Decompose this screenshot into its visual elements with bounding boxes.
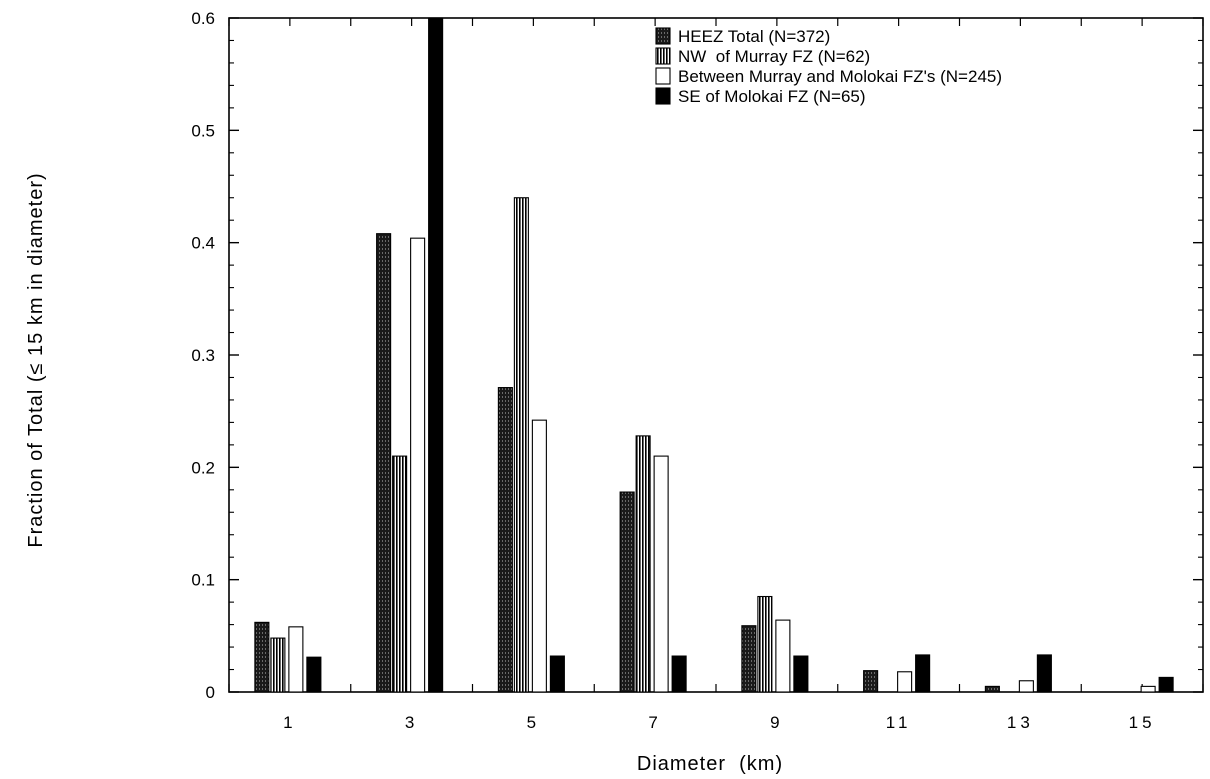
legend-label: NW of Murray FZ (N=62) — [678, 47, 870, 66]
bar — [775, 619, 791, 693]
bar — [741, 625, 757, 693]
y-axis-title: Fraction of Total (≤ 15 km in diameter) — [25, 172, 47, 547]
x-tick-label: 1 — [283, 713, 296, 732]
plot-frame — [228, 17, 1204, 693]
plot-border — [228, 17, 1204, 693]
bar — [619, 491, 635, 693]
x-tick-label: 5 — [527, 713, 540, 732]
bar — [671, 655, 687, 693]
bar — [531, 419, 547, 693]
x-axis: 1 3 5 7 9 11 13 15 — [228, 18, 1204, 732]
bar — [653, 455, 669, 693]
bar — [428, 17, 444, 693]
bar — [513, 197, 529, 693]
legend-swatch — [655, 47, 671, 65]
bar — [410, 237, 426, 693]
legend-label: HEEZ Total (N=372) — [678, 27, 830, 46]
bar — [288, 626, 304, 693]
bar — [497, 387, 513, 693]
y-tick-label: 0.1 — [191, 571, 215, 590]
bar — [254, 621, 270, 693]
legend: HEEZ Total (N=372)NW of Murray FZ (N=62)… — [655, 27, 1002, 106]
bar — [376, 233, 392, 693]
x-tick-label: 15 — [1129, 713, 1156, 732]
x-axis-title: Diameter (km) — [637, 753, 783, 775]
x-tick-label: 9 — [770, 713, 783, 732]
x-tick-label: 13 — [1007, 713, 1034, 732]
y-tick-label: 0 — [206, 683, 215, 702]
bar — [1018, 680, 1034, 693]
x-tick-label: 3 — [405, 713, 418, 732]
legend-label: Between Murray and Molokai FZ's (N=245) — [678, 67, 1002, 86]
bar-series-group — [254, 17, 1174, 693]
y-axis: 0 0.1 0.2 0.3 0.4 0.5 0.6 — [191, 9, 1203, 702]
bar — [863, 670, 879, 693]
bar — [984, 685, 1000, 693]
bar — [1140, 685, 1156, 693]
bar — [270, 637, 286, 693]
y-tick-label: 0.4 — [191, 234, 215, 253]
bar — [635, 435, 651, 693]
legend-swatch — [655, 27, 671, 45]
legend-label: SE of Molokai FZ (N=65) — [678, 87, 866, 106]
y-tick-label: 0.6 — [191, 9, 215, 28]
legend-swatch — [655, 67, 671, 85]
y-tick-label: 0.2 — [191, 458, 215, 477]
bar — [306, 656, 322, 693]
y-tick-label: 0.3 — [191, 346, 215, 365]
bar — [915, 654, 931, 693]
bar — [1158, 676, 1174, 693]
y-tick-label: 0.5 — [191, 121, 215, 140]
legend-swatch — [655, 87, 671, 105]
bar — [392, 455, 408, 693]
bar — [897, 671, 913, 693]
bar — [549, 655, 565, 693]
x-tick-label: 7 — [648, 713, 661, 732]
bar — [757, 595, 773, 693]
bar — [793, 655, 809, 693]
x-tick-label: 11 — [886, 713, 912, 732]
bar — [1036, 654, 1052, 693]
